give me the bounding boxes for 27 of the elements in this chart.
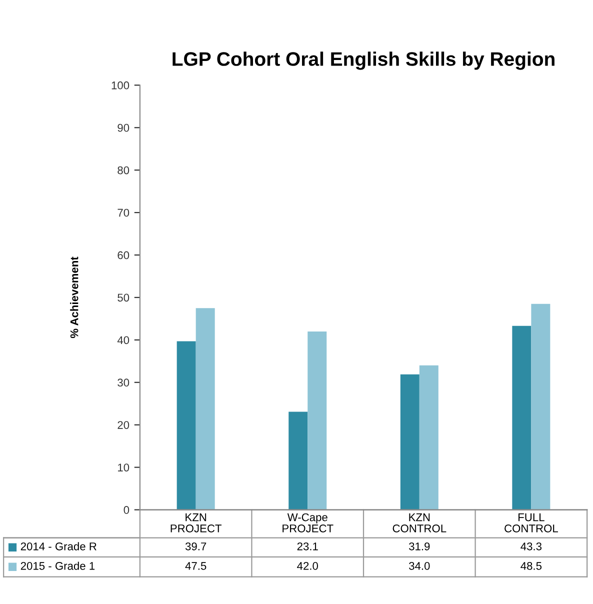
x-tick-label: KZN CONTROL xyxy=(392,513,446,532)
y-tick-label: 80 xyxy=(118,166,130,174)
data-label: 39.7 xyxy=(185,542,206,550)
data-label: 43.3 xyxy=(520,542,542,550)
y-tick-label: 70 xyxy=(118,208,130,217)
legend-label: 2015 - Grade 1 xyxy=(20,562,95,570)
data-label: 48.5 xyxy=(520,562,542,570)
data-label: 23.1 xyxy=(297,542,318,550)
y-tick-label: 50 xyxy=(118,294,130,302)
y-tick-label: 60 xyxy=(118,251,130,260)
x-tick-label: FULL CONTROL xyxy=(504,513,558,532)
y-tick-label: 0 xyxy=(124,506,130,514)
y-tick-label: 90 xyxy=(118,124,130,132)
data-label: 42.0 xyxy=(297,562,318,570)
y-tick-label: 40 xyxy=(117,336,130,344)
data-label: 34.0 xyxy=(409,562,430,570)
y-tick-label: 100 xyxy=(112,81,130,90)
x-tick-label: W-Cape PROJECT xyxy=(282,513,334,532)
x-tick-label: KZN PROJECT xyxy=(170,513,222,532)
data-label: 31.9 xyxy=(409,542,430,550)
y-tick-label: 30 xyxy=(118,378,130,387)
y-tick-label: 10 xyxy=(118,464,130,472)
legend-label: 2014 - Grade R xyxy=(20,542,96,550)
data-label: 47.5 xyxy=(185,562,206,570)
y-tick-label: 20 xyxy=(118,421,130,429)
y-axis-title: % Achievement xyxy=(70,256,78,338)
chart-title: LGP Cohort Oral English Skills by Region xyxy=(172,52,554,70)
